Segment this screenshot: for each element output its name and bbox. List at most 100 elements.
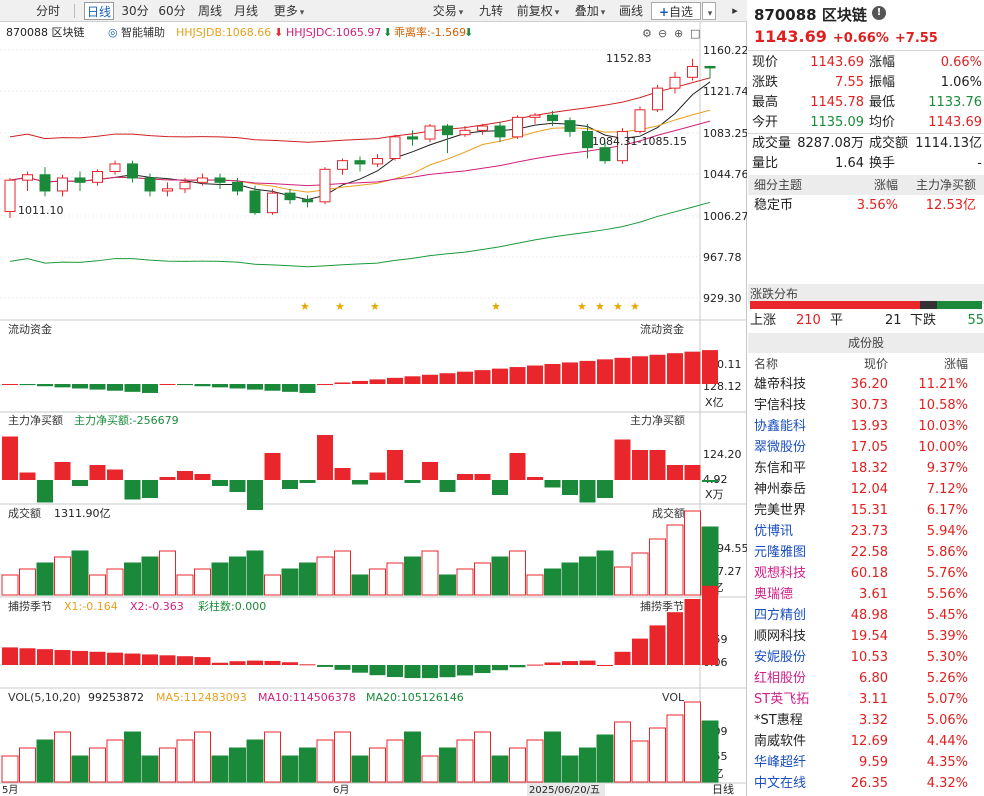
tab-30min[interactable]: 30分 [121,4,149,18]
tab-timeshare[interactable]: 分时 [35,4,60,18]
vol-bar [281,755,299,783]
season-bar [142,654,158,665]
constituent-row[interactable]: 元隆雅图 22.58 5.86% [748,542,984,563]
candle-body [162,188,173,192]
overlay-label: 叠加 [574,4,599,18]
arrow-down-icon: ⬇ [274,26,283,39]
season-bar [229,661,246,665]
constituent-row[interactable]: 四方精创 48.98 5.45% [748,605,984,626]
dist-header: 涨跌分布 [748,284,984,304]
fund-bar [37,384,53,387]
dist-down-bar [937,301,982,309]
price-value: 1143.69 [754,27,827,46]
nine-turn-button[interactable]: 九转 [478,4,503,18]
mid-annotation: 1084.31-1085.15 [592,135,687,148]
turnover-bar [211,562,229,596]
col-pct: 涨幅 [943,357,968,371]
season-bar [387,665,403,678]
constituent-row[interactable]: 顺网科技 19.54 5.39% [748,626,984,647]
col-price: 现价 [863,357,888,371]
tab-weekly[interactable]: 周线 [197,4,222,18]
watchlist-dropdown-button[interactable]: ▾ [702,2,716,20]
adjust-button[interactable]: 前复权 ▾ [512,2,564,20]
constituent-row[interactable]: 雄帝科技 36.20 11.21% [748,374,984,395]
tab-60min[interactable]: 60分 [158,4,186,18]
sub-theme-h3: 主力净买额 [915,178,976,192]
constituent-row[interactable]: 神州泰岳 12.04 7.12% [748,479,984,500]
constituent-pct: 6.17% [926,503,968,518]
candle-body [337,160,348,170]
tab-daily[interactable]: 日线 [84,2,114,20]
constituent-row[interactable]: 优博讯 23.73 5.94% [748,521,984,542]
info-icon[interactable]: ! [872,6,886,20]
plus-icon: + [658,5,670,19]
constituent-row[interactable]: 华峰超纤 9.59 4.35% [748,752,984,773]
constituent-name: 观想科技 [754,566,807,581]
draw-button[interactable]: 画线 [618,4,643,18]
season-bar [597,665,613,666]
kline-chart[interactable]: 870088 区块链 ◎ 智能辅助 HHJSJDB:1068.66 ⬇ HHJS… [0,22,747,796]
constituent-name: 中文在线 [754,776,807,791]
netbuy-bar [702,480,718,482]
season-bar [579,660,596,665]
fund-bar [597,359,613,384]
fund-bar [334,382,351,384]
constituent-row[interactable]: 协鑫能科 13.93 10.03% [748,416,984,437]
overlay-button[interactable]: 叠加 ▾ [570,2,610,20]
quote-row: 量比 1.64 换手 - [748,154,984,174]
minus-icon[interactable]: ⊖ [658,27,667,40]
constituent-row[interactable]: 奥瑞德 3.61 5.56% [748,584,984,605]
tab-monthly[interactable]: 月线 [233,4,258,18]
candle-body [39,174,51,192]
constituent-row[interactable]: 红相股份 6.80 5.26% [748,668,984,689]
season-bar [527,664,543,666]
netbuy-bar [369,472,386,480]
assist-toggle-icon[interactable]: ◎ [108,26,118,39]
collapse-panel-button[interactable]: ▸ [732,4,738,17]
candle-body [669,76,681,89]
expand-icon[interactable]: □ [690,27,700,40]
quote-row: 现价 1143.69 涨幅 0.66% [748,53,984,73]
constituent-row[interactable]: 观想科技 60.18 5.76% [748,563,984,584]
add-watchlist-button[interactable]: +自选 [651,2,701,20]
quote-panel: 870088 区块链 ! 1143.69 +0.66% +7.55 现价 1143.… [748,0,984,796]
netbuy-bar [509,453,526,480]
candle-body [249,190,261,214]
fund-bar [264,384,281,391]
fund-bar [282,384,298,392]
ind-hhjsjdb: HHJSJDB:1068.66 [176,26,271,39]
trade-button[interactable]: 交易 ▾ [428,2,468,20]
candles [4,58,716,219]
season-bar [72,650,88,665]
constituent-price: 19.54 [850,629,888,644]
constituent-name: 神州泰岳 [754,482,807,497]
tab-more[interactable]: 更多 ▾ [268,2,310,20]
turnover-bar [439,574,456,596]
sub-theme-row[interactable]: 稳定币 3.56% 12.53亿 [748,196,984,216]
candle-body [687,65,698,78]
candle-body [319,168,331,203]
netbuy-bar [667,465,683,480]
constituent-row[interactable]: 完美世界 15.31 6.17% [748,500,984,521]
chart-area[interactable]: 分时 日线 30分 60分 周线 月线 更多 ▾ 交易 ▾ 九转 前复权 ▾ 叠加 ▾ … [0,0,747,796]
constituent-row[interactable]: *ST惠程 3.32 5.06% [748,710,984,731]
plus-circle-icon[interactable]: ⊕ [674,27,683,40]
candle-body [459,129,471,136]
constituent-row[interactable]: 南威软件 12.69 4.44% [748,731,984,752]
constituent-row[interactable]: 宇信科技 30.73 10.58% [748,395,984,416]
quote-value: 1.06% [940,75,982,90]
turnover-panel-label: 成交额 [8,506,41,520]
constituent-row[interactable]: 中文在线 26.35 4.32% [748,773,984,794]
assist-label[interactable]: 智能辅助 [121,25,165,39]
constituent-row[interactable]: 安妮股份 10.53 5.30% [748,647,984,668]
turnover-bar [526,574,544,596]
turnover-bar [316,556,334,596]
constituent-row[interactable]: ST英飞拓 3.11 5.07% [748,689,984,710]
season-bar [159,655,176,665]
constituent-row[interactable]: 东信和平 18.32 9.37% [748,458,984,479]
fund-bar [352,380,368,384]
constituent-row[interactable]: 翠微股份 17.05 10.00% [748,437,984,458]
settings-icon[interactable]: ⚙ [642,27,652,40]
quote-label: 均价 [869,115,896,130]
candle-body [634,109,646,132]
